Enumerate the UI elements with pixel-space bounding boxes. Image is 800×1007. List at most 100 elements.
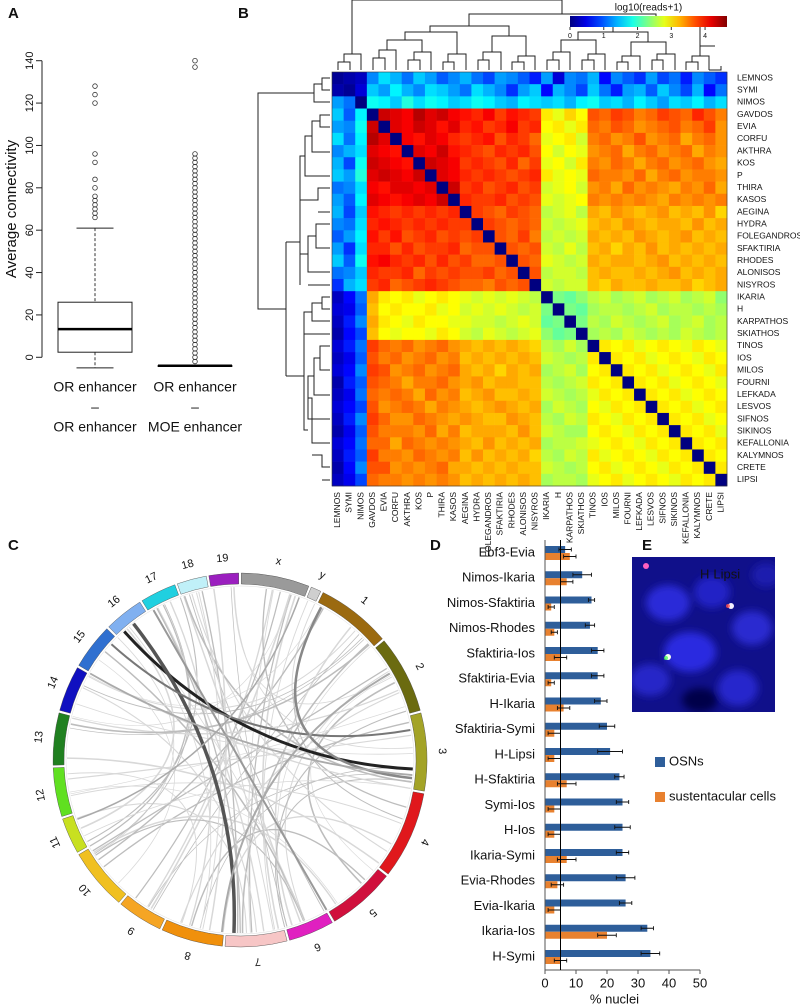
heat-cell	[401, 461, 414, 475]
heat-cell	[390, 96, 403, 109]
heat-cell	[715, 242, 728, 255]
heat-cell	[575, 339, 588, 353]
heat-cell	[401, 279, 414, 292]
row-label: KOS	[737, 158, 755, 168]
heat-cell	[424, 218, 437, 231]
heat-cell	[483, 279, 495, 292]
heat-cell	[471, 84, 484, 97]
heat-cell	[401, 108, 414, 122]
heat-cell	[494, 181, 507, 195]
heat-cell	[506, 352, 519, 365]
heat-cell	[413, 120, 426, 134]
y-tick-label: 0	[24, 354, 36, 360]
heat-cell	[552, 327, 565, 341]
heat-cell	[680, 291, 693, 304]
outlier	[192, 58, 198, 64]
heat-cell	[564, 181, 577, 195]
heat-cell	[599, 108, 612, 122]
heat-cell	[378, 437, 391, 450]
error-bar	[597, 749, 623, 754]
heat-cell	[622, 327, 635, 341]
heat-cell	[703, 157, 716, 170]
circos-link	[150, 594, 291, 909]
heat-cell	[436, 449, 449, 462]
heat-cell	[401, 132, 414, 146]
heat-cell	[529, 72, 542, 85]
row-label: KEFALLONIA	[737, 438, 789, 448]
bar	[545, 596, 592, 604]
heat-cell	[483, 96, 495, 109]
heat-cell	[552, 449, 565, 462]
heat-cell	[459, 303, 472, 316]
heat-cell	[471, 400, 484, 414]
error-bar	[550, 882, 565, 887]
heat-cell	[483, 84, 495, 97]
heat-cell	[715, 400, 728, 414]
heat-cell	[471, 181, 484, 195]
heat-cell	[680, 169, 693, 182]
circos-link	[98, 608, 324, 861]
heat-cell	[355, 218, 368, 231]
heat-cell	[703, 96, 716, 109]
heat-cell	[401, 364, 414, 377]
circos-links	[67, 587, 413, 934]
heat-cell	[645, 473, 658, 487]
heat-cell	[332, 279, 344, 292]
heat-cell	[645, 449, 658, 462]
error-bar	[615, 875, 636, 880]
heat-cell	[401, 352, 414, 365]
heat-cell	[622, 412, 635, 426]
row-label: H	[737, 304, 743, 314]
heat-cell	[390, 400, 403, 414]
heat-cell	[529, 145, 542, 158]
bar	[545, 931, 607, 939]
circos-link	[110, 643, 411, 738]
heat-cell	[355, 72, 368, 85]
column-label: SIKINOS	[669, 492, 679, 527]
circos-link	[233, 587, 413, 749]
heat-cell	[343, 145, 356, 158]
heat-cell	[378, 157, 391, 170]
heat-cell	[668, 315, 681, 329]
heat-cell	[378, 291, 391, 304]
heat-cell	[366, 412, 379, 426]
heat-cell	[436, 157, 449, 170]
heat-cell	[424, 315, 437, 329]
heat-cell	[332, 473, 344, 487]
heat-cell	[343, 157, 356, 170]
heat-cell	[599, 437, 612, 450]
heat-cell	[448, 303, 461, 316]
heat-cell	[436, 279, 449, 292]
heat-cell	[471, 339, 484, 353]
heat-cell	[471, 412, 484, 426]
heat-cell	[413, 400, 426, 414]
bar	[545, 578, 567, 586]
row-label: IOS	[737, 352, 752, 362]
heat-cell	[471, 96, 484, 109]
heat-cell	[703, 412, 716, 426]
heat-cell	[622, 364, 635, 377]
heat-cell	[634, 205, 646, 219]
heat-cell	[378, 303, 391, 316]
heat-cell	[517, 205, 530, 219]
heat-cell	[703, 205, 716, 219]
heat-cell	[541, 412, 554, 426]
heat-cell	[390, 279, 403, 292]
heat-cell	[366, 400, 379, 414]
circos-link	[103, 721, 410, 868]
error-bar	[547, 605, 555, 609]
chromosome-segment	[52, 767, 73, 817]
heat-cell	[541, 145, 554, 158]
heat-cell	[645, 193, 658, 207]
heat-cell	[517, 364, 530, 377]
heat-cell	[657, 120, 670, 134]
heat-cell	[599, 400, 612, 414]
heat-cell	[587, 364, 600, 377]
heat-cell	[645, 120, 658, 134]
heat-cell	[448, 181, 461, 195]
heat-cell	[634, 132, 646, 146]
chromosome-label: 12	[34, 788, 48, 802]
heat-cell	[506, 412, 519, 426]
legend-swatch	[655, 792, 665, 802]
heat-cell	[355, 181, 368, 195]
